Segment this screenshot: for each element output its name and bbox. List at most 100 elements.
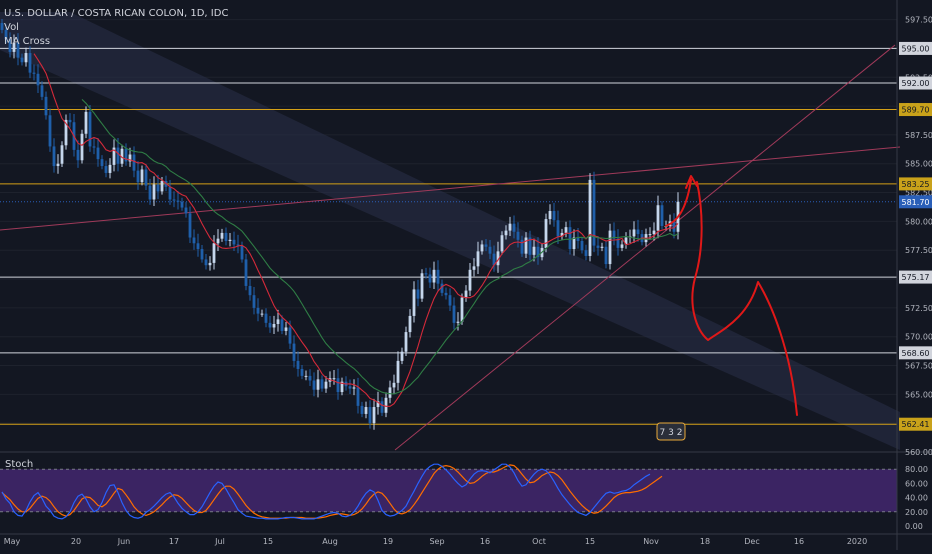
candle-body: [608, 230, 612, 265]
candle-body: [204, 259, 208, 266]
candle-body: [52, 146, 56, 167]
candle-body: [388, 387, 392, 398]
price-tick-label: 560.00: [905, 448, 932, 457]
price-tag-label: 581.70: [902, 198, 930, 207]
stoch-tick-label: 0.00: [905, 522, 923, 531]
candle-body: [8, 39, 12, 52]
time-tick-label: 2020: [847, 537, 867, 546]
price-tick-label: 587.50: [905, 131, 932, 140]
candle-body: [320, 379, 324, 389]
candle-body: [524, 237, 528, 254]
candle-body: [104, 166, 108, 173]
stoch-tick-label: 40.00: [905, 494, 928, 503]
candle-body: [80, 133, 84, 161]
candle-body: [380, 401, 384, 413]
symbol-title[interactable]: U.S. DOLLAR / COSTA RICAN COLON, 1D, IDC: [4, 8, 229, 19]
candle-body: [124, 148, 128, 162]
candle-body: [272, 324, 276, 328]
event-badge[interactable]: 7 3 2: [656, 422, 686, 441]
candle-body: [648, 234, 652, 236]
candle-body: [216, 238, 220, 244]
candle-body: [200, 249, 204, 260]
time-tick-label: 20: [71, 537, 81, 546]
time-tick-label: Jul: [214, 537, 225, 546]
price-tick-label: 567.50: [905, 362, 932, 371]
candle-body: [84, 111, 88, 134]
candle-body: [188, 213, 192, 238]
candle-body: [276, 319, 280, 325]
time-tick-label: Dec: [744, 537, 759, 546]
candle-body: [180, 201, 184, 208]
upper-trend-line: [0, 146, 901, 231]
price-tag-label: 568.60: [902, 349, 930, 358]
candle-body: [364, 407, 368, 414]
price-tag-box: [899, 103, 932, 117]
candle-body: [564, 227, 568, 233]
candle-body: [76, 149, 80, 161]
price-tag-box: [899, 177, 932, 191]
candle-body: [64, 119, 68, 146]
candle-body: [508, 223, 512, 231]
candle-body: [120, 148, 124, 164]
candle-body: [584, 250, 588, 256]
stoch-tick-label: 80.00: [905, 465, 928, 474]
candle-body: [484, 244, 488, 247]
ma-slow-line: [81, 99, 679, 395]
price-tag-box: [899, 195, 932, 209]
candle-body: [20, 57, 24, 63]
candle-body: [552, 211, 556, 221]
time-tick-label: 15: [263, 537, 273, 546]
candle-body: [196, 243, 200, 250]
sketch-arrow-up: [665, 175, 698, 227]
time-axis[interactable]: May 20 Jun 17 Jul 15 Aug 19 Sep 16 Oct 15 Nov 18 Dec 16…: [4, 537, 867, 546]
candle-body: [660, 205, 664, 226]
candle-body: [12, 42, 16, 52]
candle-body: [576, 237, 580, 241]
time-tick-label: 19: [383, 537, 393, 546]
time-tick-label: 16: [794, 537, 804, 546]
candle-body: [600, 246, 604, 248]
candle-body: [168, 186, 172, 200]
ma-cross-indicator-label[interactable]: MA Cross: [4, 36, 51, 47]
candle-body: [516, 231, 520, 240]
candle-body: [332, 378, 336, 380]
time-tick-label: Oct: [532, 537, 546, 546]
candle-body: [152, 184, 156, 200]
price-tag-box: [899, 346, 932, 360]
candle-body: [324, 381, 328, 389]
candle-body: [228, 239, 232, 241]
candle-body: [400, 351, 404, 361]
candle-body: [128, 154, 132, 162]
candle-body: [40, 85, 44, 97]
volume-indicator-label[interactable]: Vol: [4, 22, 19, 33]
event-badge-text: 7 3 2: [660, 428, 683, 438]
candle-body: [588, 179, 592, 256]
candle-body: [544, 219, 548, 248]
candle-body: [260, 313, 264, 315]
time-tick-label: 16: [480, 537, 490, 546]
price-tick-label: 570.00: [905, 333, 932, 342]
candle-body: [420, 273, 424, 299]
candle-body: [520, 239, 524, 254]
candle-body: [284, 327, 288, 331]
candle-body: [224, 232, 228, 241]
candle-body: [172, 199, 176, 201]
candle-body: [312, 380, 316, 390]
candle-body: [536, 246, 540, 258]
stoch-axis[interactable]: 0.00 20.00 40.00 60.00 80.00: [905, 465, 928, 531]
candle-body: [604, 246, 608, 265]
candle-body: [156, 184, 160, 192]
time-tick-label: Jun: [117, 537, 131, 546]
candle-body: [268, 322, 272, 328]
candle-body: [416, 289, 420, 299]
stoch-indicator-label[interactable]: Stoch: [5, 459, 34, 470]
time-tick-label: Sep: [429, 537, 444, 546]
stoch-k-line: [1, 463, 651, 520]
candle-body: [440, 283, 444, 293]
candle-body: [368, 407, 372, 424]
candle-body: [456, 321, 460, 323]
candle-body: [148, 185, 152, 200]
candle-body: [340, 381, 344, 393]
